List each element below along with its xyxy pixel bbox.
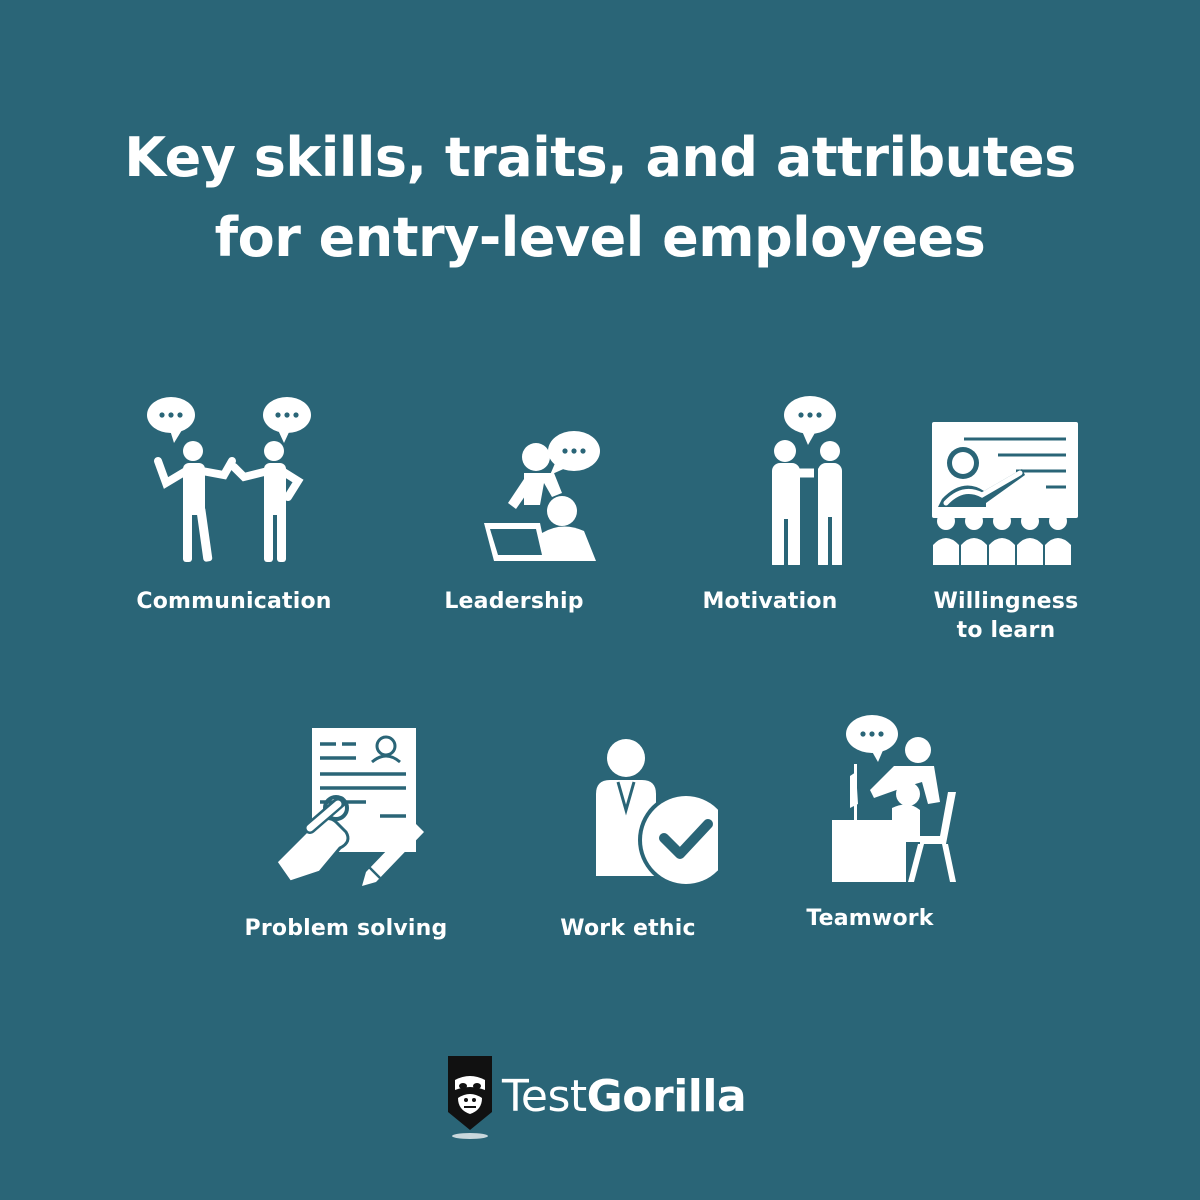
skill-problem-solving: Problem solving [216,722,476,943]
skill-teamwork: Teamwork [740,712,1000,933]
skill-label-leadership: Leadership [444,589,584,614]
skill-willingness-to-learn: Willingness to learn [876,395,1136,645]
leadership-icon [484,431,600,561]
skill-label-teamwork: Teamwork [806,906,934,931]
skill-label-work-ethic: Work ethic [560,916,696,941]
problem-solving-icon [274,728,424,886]
skill-motivation: Motivation [640,395,900,616]
skill-label-willingness-to-learn: Willingness to learn [876,587,1136,645]
title-line-1: Key skills, traits, and attributes [124,126,1076,189]
skill-label-willingness-line-2: to learn [956,618,1056,643]
brand-name: TestGorilla [502,1071,747,1122]
brand-name-light: Test [502,1071,587,1122]
testgorilla-logo: TestGorilla [440,1050,770,1150]
skill-label-problem-solving: Problem solving [244,916,448,941]
skill-label-communication: Communication [136,589,332,614]
work-ethic-icon [596,739,718,888]
willingness-to-learn-icon [932,422,1078,565]
gorilla-logo-icon [448,1056,492,1139]
skill-communication: Communication [104,395,364,616]
motivation-icon [772,396,842,565]
skill-label-motivation: Motivation [702,589,838,614]
communication-icon [147,397,311,562]
teamwork-icon [832,715,956,882]
skill-label-willingness-line-1: Willingness [933,589,1079,614]
brand-name-bold: Gorilla [586,1071,747,1122]
skill-work-ethic: Work ethic [498,722,758,943]
page-title: Key skills, traits, and attributes for e… [0,118,1200,278]
title-line-2: for entry-level employees [214,206,986,269]
skill-leadership: Leadership [384,395,644,616]
